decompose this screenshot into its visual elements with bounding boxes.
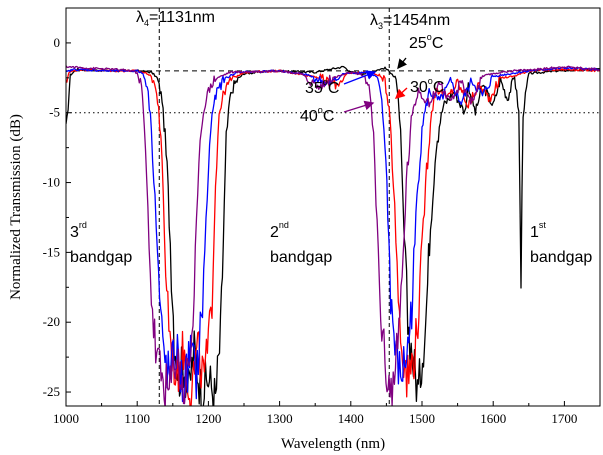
x-axis-ticks: 1000 1100 1200 1300 1400 1500 1600 1700	[53, 401, 577, 426]
lambda4-label: λ4=1131nm	[136, 9, 215, 28]
y-tick-label: 0	[54, 35, 61, 50]
x-tick-label: 1500	[409, 411, 435, 426]
y-axis-ticks: 0 -5 -10 -15 -20 -25	[43, 7, 71, 399]
bandgap2-word: bandgap	[270, 249, 332, 266]
x-tick-label: 1600	[480, 411, 506, 426]
temp30-arrow	[394, 87, 408, 99]
x-tick-label: 1200	[195, 411, 221, 426]
series-layer	[66, 65, 600, 406]
x-tick-label: 1100	[124, 411, 150, 426]
y-tick-label: -5	[49, 105, 60, 120]
y-tick-label: -15	[43, 244, 60, 259]
series-line-35C	[66, 66, 600, 403]
x-tick-label: 1400	[338, 411, 364, 426]
y-tick-label: -25	[43, 384, 60, 399]
temp40-arrow	[343, 100, 375, 113]
temp40-label: 40oC	[300, 105, 334, 125]
series-line-40C	[66, 65, 600, 406]
x-axis-title: Wavelength (nm)	[281, 436, 385, 452]
bandgap2-ordinal: 2nd	[270, 220, 289, 241]
bandgap1-ordinal: 1st	[530, 220, 546, 241]
temp25-arrow	[397, 57, 408, 70]
bandgap3-ordinal: 3rd	[70, 220, 87, 241]
y-axis-title: Normalized Transmission (dB)	[8, 114, 24, 300]
temp35-arrow	[343, 70, 377, 85]
bandgap1-word: bandgap	[530, 249, 592, 266]
plot-frame	[65, 7, 601, 407]
bandgap3-word: bandgap	[70, 249, 132, 266]
y-tick-label: -10	[43, 175, 60, 190]
x-tick-label: 1000	[53, 411, 79, 426]
temp30-label: 30oC	[410, 76, 444, 96]
lambda3-label: λ3=1454nm	[370, 12, 450, 31]
temp25-label: 25oC	[409, 32, 443, 52]
y-tick-label: -20	[43, 314, 60, 329]
x-tick-label: 1700	[551, 411, 577, 426]
x-tick-label: 1300	[267, 411, 293, 426]
series-line-25C	[66, 65, 600, 406]
temp35-label: 35oC	[305, 77, 339, 97]
